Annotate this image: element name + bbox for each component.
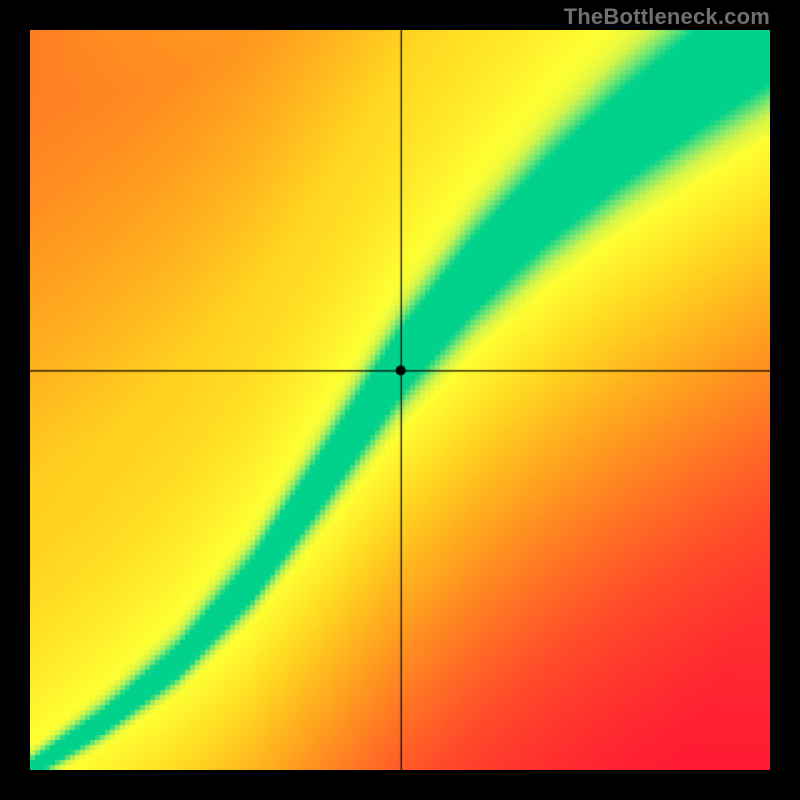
- watermark-label: TheBottleneck.com: [564, 4, 770, 30]
- heatmap-canvas: [30, 30, 770, 770]
- plot-area: [30, 30, 770, 770]
- chart-container: TheBottleneck.com: [0, 0, 800, 800]
